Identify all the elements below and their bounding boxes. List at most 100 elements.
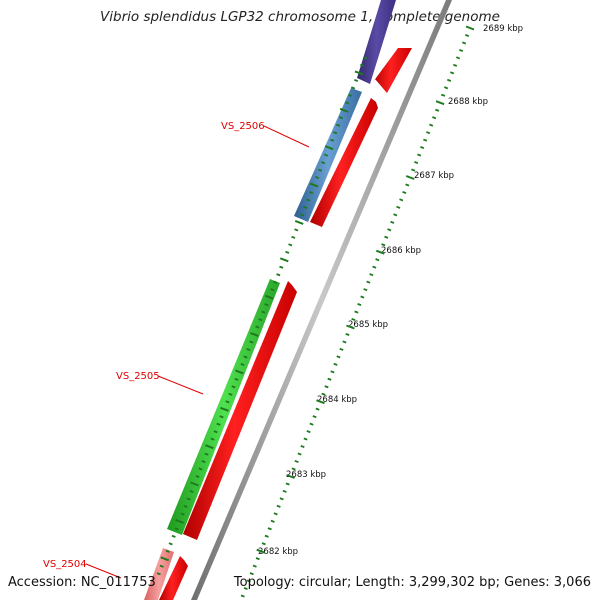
tick-mark-minor [312,415,317,419]
tick-mark-minor [381,243,386,247]
tick-label: 2684 kbp [317,395,357,405]
tick-mark-minor [267,527,272,531]
tick-mark-minor [330,138,335,142]
tick-mark-minor [417,153,422,157]
tick-mark-minor [315,176,320,180]
cds-feature [159,556,188,600]
tick-mark-minor [246,347,251,352]
tick-mark-minor [234,377,239,381]
tick-mark-minor [210,437,215,441]
tick-mark-major [235,369,244,375]
tick-mark-minor [279,265,284,269]
tick-mark-major [160,556,170,562]
tick-mark-minor [231,385,236,389]
tick-mark-major [316,399,325,405]
tick-mark-major [465,25,475,31]
tick-mark-minor [300,213,305,217]
tick-mark-minor [291,467,296,471]
tick-mark-minor [255,325,260,329]
tick-mark-minor [294,228,299,232]
tick-mark-minor [405,183,410,187]
tick-mark-minor [264,534,269,538]
tick-mark-minor [285,482,290,486]
tick-mark-minor [258,318,263,322]
tick-mark-minor [309,422,314,426]
tick-label: 2687 kbp [414,171,454,181]
gene-label-vs-2505: VS_2505 [116,371,160,382]
tick-mark-minor [455,56,461,60]
tick-mark-minor [452,63,458,67]
tick-mark-major [405,175,415,180]
tick-mark-minor [338,116,344,120]
tick-mark-minor [288,243,293,247]
tick-mark-minor [393,213,398,217]
tick-mark-minor [423,138,428,142]
tick-mark-minor [461,41,467,45]
tick-mark-minor [282,489,287,493]
tick-mark-minor [273,512,278,516]
tick-mark-minor [411,168,416,172]
tick-label: 2683 kbp [286,470,326,480]
tick-mark-minor [344,101,350,105]
tick-mark-minor [300,445,305,449]
gene-label-vs-2506: VS_2506 [221,121,265,132]
tick-mark-minor [369,273,374,277]
tick-mark-minor [249,572,254,576]
tick-mark-minor [306,198,311,202]
tick-mark-major [286,474,295,479]
gene-label-vs-2504: VS_2504 [43,559,87,570]
tick-mark-minor [342,340,347,344]
tick-mark-minor [240,362,245,366]
tick-mark-minor [351,317,356,322]
tick-mark-minor [353,78,359,82]
cds-feature [373,48,412,93]
tick-mark-minor [168,542,173,546]
tick-mark-minor [375,258,380,262]
tick-mark-minor [446,78,452,82]
tick-mark-minor [357,303,362,307]
tick-mark-minor [303,205,308,209]
tick-mark-minor [246,579,251,583]
tick-mark-minor [360,295,365,299]
cds-feature [183,281,297,540]
tick-mark-minor [186,497,191,501]
tick-mark-minor [324,153,329,157]
tick-mark-major [309,182,319,188]
gene-feature-purple [357,0,396,84]
tick-mark-minor [165,549,170,553]
tick-mark-minor [464,33,470,37]
tick-mark-minor [264,303,269,307]
tick-mark-major [375,249,385,255]
tick-mark-minor [390,220,395,224]
tick-mark-major [346,324,355,330]
tick-mark-minor [291,235,296,239]
tick-mark-major [256,548,266,554]
tick-mark-minor [335,123,341,127]
tick-mark-minor [204,452,209,456]
tick-mark-minor [429,123,434,127]
tick-mark-minor [174,527,179,531]
tick-mark-minor [156,572,161,576]
tick-mark-minor [321,392,326,396]
tick-marks-outer [240,25,475,598]
gene-label-leader [157,375,204,395]
tick-mark-minor [435,108,440,112]
tick-mark-minor [273,280,278,284]
tick-mark-minor [219,415,224,419]
tick-mark-minor [449,71,455,75]
summary-text: Topology: circular; Length: 3,299,302 bp… [233,575,591,590]
tick-mark-minor [372,265,377,269]
tick-mark-minor [159,564,164,568]
tick-mark-minor [330,370,335,374]
gene-label-leader [263,125,310,148]
tick-mark-minor [347,93,353,97]
tick-mark-minor [318,168,323,172]
tick-mark-major [294,219,304,225]
tick-mark-minor [213,430,218,434]
tick-mark-major [250,332,259,337]
tick-mark-minor [321,161,326,165]
tick-mark-minor [276,273,281,277]
tick-label: 2686 kbp [381,246,421,256]
tick-marks-inner [156,56,368,576]
